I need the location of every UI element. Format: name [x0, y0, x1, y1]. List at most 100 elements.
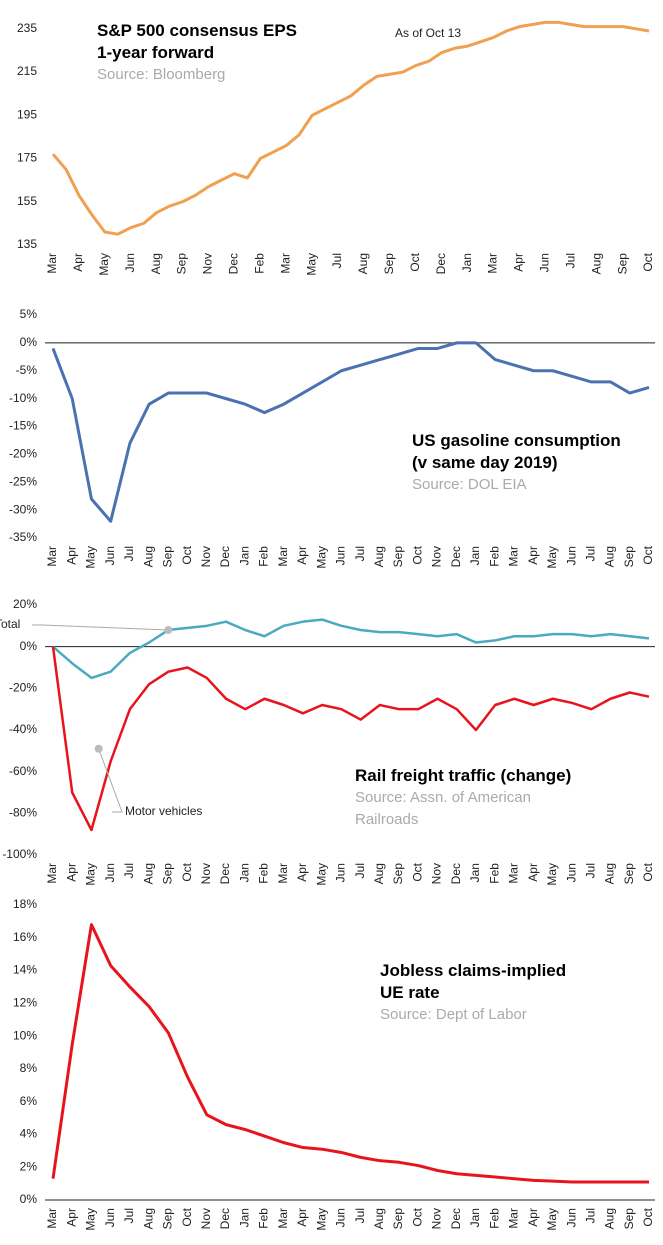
y-tick-label: 195 [17, 107, 37, 121]
x-tick-label: Oct [180, 1207, 194, 1226]
x-tick-label: Sep [161, 1208, 175, 1230]
x-tick-label: Dec [227, 253, 241, 274]
x-tick-label: Nov [430, 546, 444, 567]
x-tick-label: Jan [460, 253, 474, 272]
data-line [51, 20, 650, 236]
x-tick-label: Mar [278, 253, 292, 274]
x-tick-label: Dec [218, 546, 232, 567]
x-tick-label: Mar [507, 1208, 521, 1229]
x-tick-label: Dec [218, 1208, 232, 1229]
x-tick-label: Jun [538, 253, 552, 272]
chart-text: US gasoline consumption (v same day 2019)… [412, 430, 652, 496]
x-tick-label: Aug [372, 546, 386, 567]
x-tick-label: May [84, 863, 98, 886]
y-tick-label: 6% [20, 1094, 38, 1108]
x-tick-label: Oct [641, 862, 655, 881]
x-tick-label: Jul [583, 863, 597, 878]
x-tick-label: May [84, 546, 98, 569]
x-tick-label: Oct [410, 1207, 424, 1226]
x-tick-label: Feb [487, 863, 501, 884]
x-tick-label: Jun [103, 863, 117, 882]
x-tick-label: Nov [199, 546, 213, 567]
x-tick-label: Jul [122, 546, 136, 561]
x-tick-label: Jan [237, 546, 251, 565]
x-tick-label: Aug [141, 546, 155, 567]
x-tick-label: Mar [45, 1208, 59, 1229]
x-tick-label: Sep [161, 546, 175, 568]
y-tick-label: -60% [9, 764, 37, 778]
x-tick-label: Sep [391, 863, 405, 885]
y-tick-label: 235 [17, 21, 37, 35]
x-tick-label: Apr [526, 863, 540, 882]
y-tick-label: 20% [13, 597, 37, 611]
x-tick-label: Mar [276, 863, 290, 884]
x-tick-label: Jan [468, 546, 482, 565]
x-tick-label: Aug [141, 863, 155, 884]
x-tick-label: Jun [103, 546, 117, 565]
x-tick-label: Aug [372, 1208, 386, 1229]
x-tick-label: Dec [449, 1208, 463, 1229]
x-tick-label: Apr [64, 863, 78, 882]
leader-line [98, 748, 123, 813]
x-tick-label: Mar [45, 863, 59, 884]
x-tick-label: Nov [199, 1208, 213, 1229]
x-tick-label: Aug [149, 253, 163, 274]
x-tick-label: Nov [430, 1208, 444, 1229]
x-tick-label: May [314, 863, 328, 886]
x-tick-label: Dec [434, 253, 448, 274]
chart-title: Jobless claims-implied [380, 961, 567, 980]
x-tick-label: Oct [641, 252, 655, 271]
y-tick-label: 14% [13, 963, 37, 977]
y-tick-label: 0% [20, 639, 38, 653]
x-tick-label: Mar [276, 1208, 290, 1229]
x-tick-label: Feb [487, 1208, 501, 1229]
x-tick-label: Sep [175, 253, 189, 275]
y-tick-label: 2% [20, 1159, 38, 1173]
y-tick-label: 0% [20, 335, 38, 349]
data-line [52, 618, 650, 680]
x-tick-label: Sep [391, 1208, 405, 1230]
x-tick-label: May [97, 253, 111, 276]
chart-source: Source: Dept of Labor [380, 1006, 527, 1023]
x-tick-label: Jul [122, 1208, 136, 1223]
x-tick-label: Apr [295, 863, 309, 882]
x-tick-label: Dec [449, 546, 463, 567]
x-tick-label: Sep [382, 253, 396, 275]
chart-source: Source: DOL EIA [412, 476, 527, 493]
x-tick-label: Jun [564, 863, 578, 882]
x-tick-label: Feb [257, 1208, 271, 1229]
x-tick-label: Apr [295, 546, 309, 565]
x-tick-label: Aug [356, 253, 370, 274]
x-tick-label: Sep [622, 1208, 636, 1230]
x-tick-label: Jun [123, 253, 137, 272]
y-tick-label: 155 [17, 194, 37, 208]
y-tick-label: -20% [9, 447, 37, 461]
x-tick-label: Jan [468, 1208, 482, 1227]
x-tick-label: Sep [391, 546, 405, 568]
x-tick-label: Jun [334, 1208, 348, 1227]
data-line [51, 341, 650, 523]
x-tick-label: Oct [410, 862, 424, 881]
x-tick-label: Jan [468, 863, 482, 882]
leader-dot [164, 626, 173, 634]
x-tick-label: May [314, 1208, 328, 1231]
y-tick-label: -10% [9, 391, 37, 405]
y-tick-label: 10% [13, 1028, 37, 1042]
y-tick-label: 135 [17, 237, 37, 251]
chart-title: US gasoline consumption [412, 431, 621, 450]
x-tick-label: Aug [603, 1208, 617, 1229]
x-tick-label: Oct [180, 545, 194, 564]
x-tick-label: Aug [603, 546, 617, 567]
x-tick-label: Mar [507, 863, 521, 884]
x-tick-label: May [304, 253, 318, 276]
x-tick-label: Mar [45, 546, 59, 567]
x-tick-label: Dec [449, 863, 463, 884]
x-tick-label: Apr [71, 253, 85, 272]
y-tick-label: 12% [13, 996, 37, 1010]
x-tick-label: May [84, 1208, 98, 1231]
y-tick-label: 4% [20, 1127, 38, 1141]
y-tick-label: -5% [16, 363, 38, 377]
y-tick-label: 8% [20, 1061, 38, 1075]
y-tick-label: -15% [9, 419, 37, 433]
